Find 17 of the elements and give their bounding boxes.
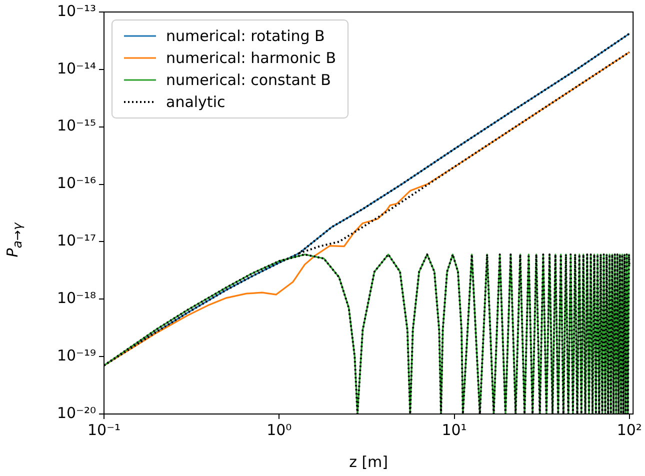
y-tick-label: 10⁻¹⁹ — [56, 346, 96, 364]
x-tick-label: 10² — [616, 420, 642, 439]
x-tick-label: 10⁻¹ — [87, 420, 121, 439]
y-tick-label: 10⁻¹⁷ — [56, 232, 96, 250]
legend-label: numerical: harmonic B — [166, 48, 336, 67]
y-tick-label: 10⁻¹⁴ — [56, 59, 96, 78]
y-tick-label: 10⁻²⁰ — [56, 404, 96, 422]
y-tick-label: 10⁻¹⁵ — [56, 116, 96, 135]
y-tick-label: 10⁻¹⁸ — [56, 289, 96, 308]
legend-label: analytic — [166, 92, 226, 111]
x-tick-label: 10¹ — [442, 420, 467, 439]
y-tick-label: 10⁻¹⁶ — [56, 174, 96, 192]
y-tick-label: 10⁻¹³ — [56, 2, 96, 20]
legend-label: numerical: constant B — [166, 70, 331, 89]
x-tick-label: 10⁰ — [266, 420, 292, 439]
x-axis-title: z [m] — [349, 452, 388, 471]
legend-label: numerical: rotating B — [166, 26, 325, 45]
